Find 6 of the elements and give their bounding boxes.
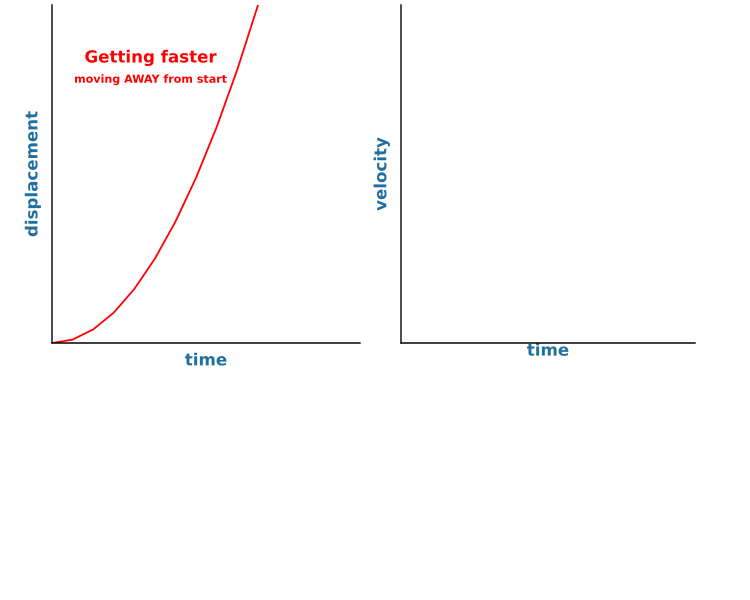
text: velocity — [374, 137, 390, 211]
annotation: Getting faster — [85, 50, 217, 66]
y-axis-title: displacement — [24, 111, 41, 236]
x-axis-title: time — [185, 352, 226, 366]
annotation: moving AWAY from start — [75, 74, 227, 86]
text: time — [527, 343, 568, 356]
